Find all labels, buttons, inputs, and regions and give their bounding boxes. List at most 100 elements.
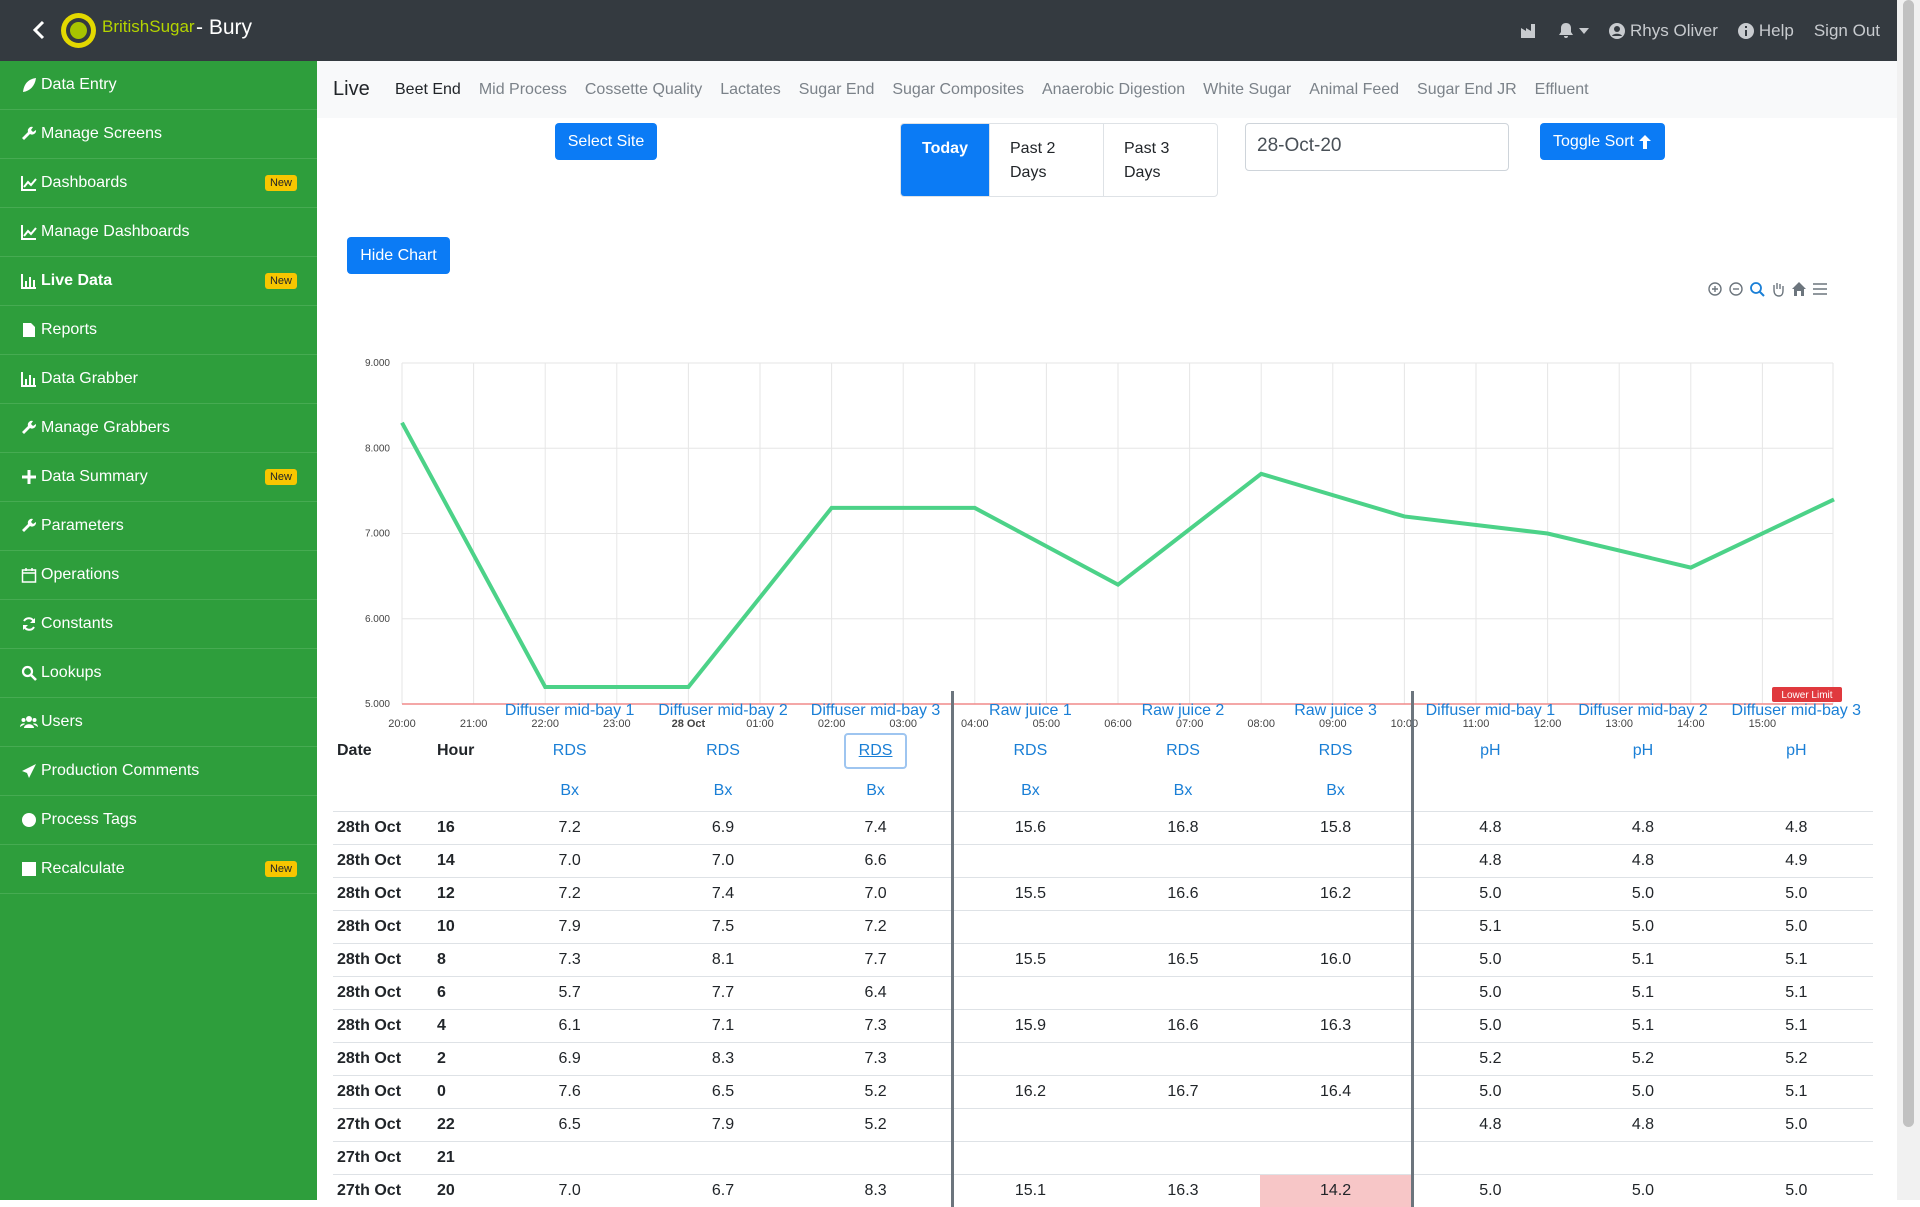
tab-white-sugar[interactable]: White Sugar (1203, 81, 1291, 99)
cell-value[interactable]: 16.2 (1260, 877, 1413, 910)
cell-value[interactable]: 5.1 (1566, 943, 1719, 976)
cell-value[interactable] (953, 910, 1106, 943)
cell-value[interactable] (1106, 976, 1259, 1009)
tab-anaerobic-digestion[interactable]: Anaerobic Digestion (1042, 81, 1185, 99)
cell-value[interactable]: 5.7 (493, 976, 646, 1009)
cell-value[interactable]: 7.9 (646, 1108, 799, 1141)
col-header-measure[interactable]: RDS (1260, 731, 1413, 771)
cell-value[interactable]: 5.1 (1720, 943, 1873, 976)
cell-value[interactable]: 5.0 (1413, 943, 1566, 976)
cell-value[interactable]: 6.7 (646, 1174, 799, 1207)
col-header-name[interactable]: Diffuser mid-bay 2 (646, 691, 799, 731)
col-header-measure[interactable]: pH (1413, 731, 1566, 771)
cell-value[interactable] (1106, 1042, 1259, 1075)
cell-value[interactable]: 5.0 (1566, 1174, 1719, 1207)
cell-value[interactable] (1720, 1141, 1873, 1174)
cell-value[interactable]: 15.8 (1260, 811, 1413, 844)
cell-value[interactable]: 7.5 (646, 910, 799, 943)
sidebar-item-users[interactable]: Users (0, 698, 317, 747)
cell-value[interactable]: 15.5 (953, 943, 1106, 976)
cell-value[interactable] (953, 976, 1106, 1009)
cell-value[interactable] (1260, 1141, 1413, 1174)
cell-value[interactable]: 16.6 (1106, 1009, 1259, 1042)
cell-value[interactable] (800, 1141, 953, 1174)
cell-value[interactable]: 7.7 (646, 976, 799, 1009)
cell-value[interactable]: 6.9 (646, 811, 799, 844)
cell-value[interactable]: 5.1 (1720, 1009, 1873, 1042)
cell-value[interactable]: 6.1 (493, 1009, 646, 1042)
tab-sugar-end-jr[interactable]: Sugar End JR (1417, 81, 1517, 99)
cell-value[interactable] (953, 1141, 1106, 1174)
col-header-measure[interactable]: RDS (646, 731, 799, 771)
col-header-hour[interactable]: Hour (433, 691, 493, 811)
cell-value[interactable]: 5.1 (1566, 976, 1719, 1009)
cell-value[interactable]: 5.0 (1720, 1174, 1873, 1207)
cell-value[interactable]: 5.0 (1720, 910, 1873, 943)
sidebar-item-lookups[interactable]: Lookups (0, 649, 317, 698)
notifications-dropdown[interactable] (1558, 22, 1589, 39)
cell-value[interactable] (1260, 1108, 1413, 1141)
sidebar-item-manage-dashboards[interactable]: Manage Dashboards (0, 208, 317, 257)
cell-value[interactable]: 7.3 (800, 1009, 953, 1042)
cell-value[interactable] (1566, 1141, 1719, 1174)
cell-value[interactable]: 5.0 (1413, 1174, 1566, 1207)
cell-value[interactable]: 8.1 (646, 943, 799, 976)
col-header-measure[interactable]: RDS (493, 731, 646, 771)
cell-value[interactable]: 4.8 (1566, 844, 1719, 877)
cell-value[interactable]: 5.0 (1413, 877, 1566, 910)
tab-beet-end[interactable]: Beet End (395, 81, 461, 99)
chevron-left-icon[interactable] (28, 18, 52, 42)
cell-value[interactable]: 5.0 (1413, 1009, 1566, 1042)
sidebar-item-constants[interactable]: Constants (0, 600, 317, 649)
scrollbar-thumb[interactable] (1903, 0, 1914, 1127)
col-header-name[interactable]: Diffuser mid-bay 3 (800, 691, 953, 731)
col-header-name[interactable]: Raw juice 1 (953, 691, 1106, 731)
cell-value[interactable]: 8.3 (646, 1042, 799, 1075)
user-menu[interactable]: Rhys Oliver (1609, 21, 1718, 41)
cell-value[interactable]: 16.0 (1260, 943, 1413, 976)
cell-value[interactable]: 16.4 (1260, 1075, 1413, 1108)
date-input[interactable]: 28-Oct-20 (1245, 123, 1509, 171)
cell-value[interactable]: 15.5 (953, 877, 1106, 910)
cell-value[interactable]: 4.8 (1566, 1108, 1719, 1141)
range-past-3-days[interactable]: Past 3 Days (1103, 124, 1217, 196)
cell-value[interactable]: 4.9 (1720, 844, 1873, 877)
cell-value[interactable]: 16.3 (1106, 1174, 1259, 1207)
cell-value[interactable]: 4.8 (1413, 1108, 1566, 1141)
tab-live[interactable]: Live (333, 78, 370, 101)
cell-value[interactable]: 5.0 (1566, 1075, 1719, 1108)
cell-value[interactable]: 6.6 (800, 844, 953, 877)
tab-sugar-end[interactable]: Sugar End (799, 81, 875, 99)
sidebar-item-process-tags[interactable]: Process Tags (0, 796, 317, 845)
cell-value[interactable]: 5.1 (1720, 1075, 1873, 1108)
range-past-2-days[interactable]: Past 2 Days (989, 124, 1103, 196)
cell-value[interactable]: 7.2 (493, 877, 646, 910)
col-header-name[interactable]: Diffuser mid-bay 1 (1413, 691, 1566, 731)
cell-value[interactable]: 14.2 (1260, 1174, 1413, 1207)
cell-value[interactable]: 5.1 (1566, 1009, 1719, 1042)
cell-value[interactable]: 16.2 (953, 1075, 1106, 1108)
cell-value[interactable] (1260, 976, 1413, 1009)
cell-value[interactable]: 5.2 (800, 1108, 953, 1141)
cell-value[interactable]: 5.0 (1413, 1075, 1566, 1108)
cell-value[interactable]: 7.7 (800, 943, 953, 976)
cell-value[interactable]: 7.6 (493, 1075, 646, 1108)
cell-value[interactable]: 15.9 (953, 1009, 1106, 1042)
cell-value[interactable]: 5.0 (1566, 910, 1719, 943)
sidebar-item-manage-grabbers[interactable]: Manage Grabbers (0, 404, 317, 453)
cell-value[interactable]: 7.2 (800, 910, 953, 943)
col-header-name[interactable]: Raw juice 3 (1260, 691, 1413, 731)
cell-value[interactable]: 7.0 (493, 1174, 646, 1207)
cell-value[interactable] (1106, 844, 1259, 877)
cell-value[interactable] (1106, 910, 1259, 943)
cell-value[interactable] (1260, 910, 1413, 943)
cell-value[interactable]: 7.4 (800, 811, 953, 844)
tab-sugar-composites[interactable]: Sugar Composites (892, 81, 1024, 99)
col-header-measure[interactable]: pH (1566, 731, 1719, 771)
tab-mid-process[interactable]: Mid Process (479, 81, 567, 99)
sign-out-link[interactable]: Sign Out (1814, 21, 1880, 41)
sidebar-item-parameters[interactable]: Parameters (0, 502, 317, 551)
factory-icon[interactable] (1520, 23, 1538, 39)
sidebar-item-data-grabber[interactable]: Data Grabber (0, 355, 317, 404)
